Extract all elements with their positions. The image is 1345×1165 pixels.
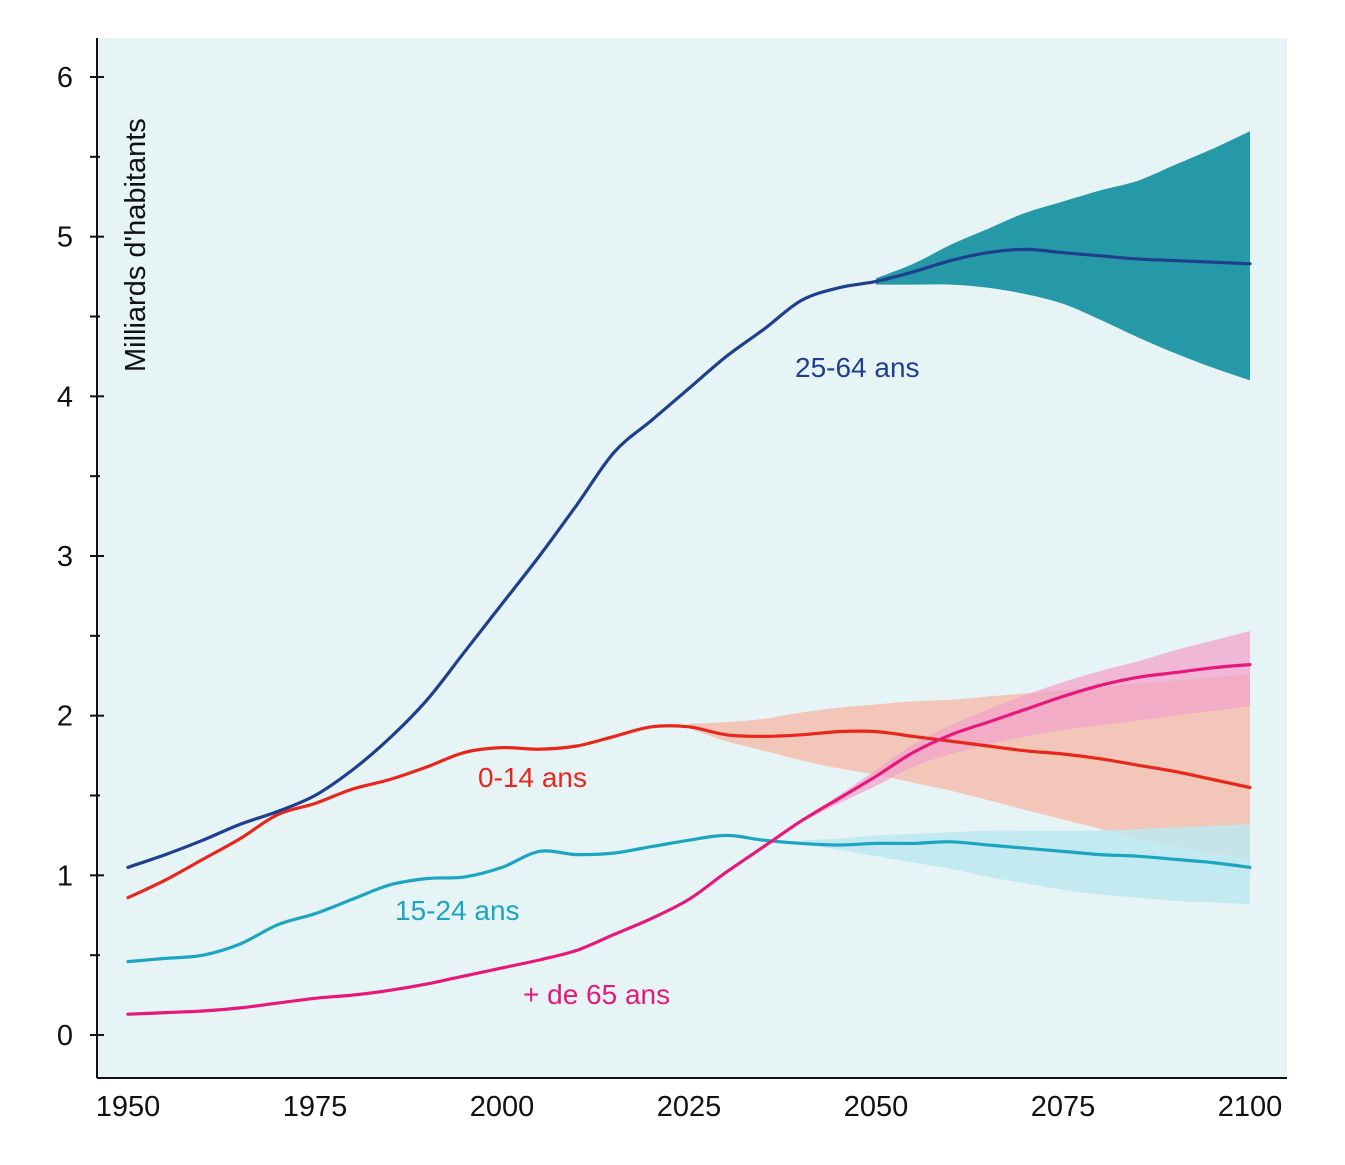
line-0-14-ans xyxy=(126,724,1252,900)
y-axis-label: Milliards d'habitants xyxy=(120,118,152,372)
line-de-65-ans xyxy=(126,663,1252,1016)
x-tick-label: 2100 xyxy=(1218,1091,1283,1123)
y-ticks: 0 1 2 3 4 5 6 xyxy=(57,62,104,1052)
y-tick-label: 2 xyxy=(57,701,73,733)
label-65: + de 65 ans xyxy=(523,979,670,1010)
line-25-64-ans xyxy=(126,247,1252,869)
label-15-24: 15-24 ans xyxy=(395,895,520,926)
y-tick-label: 4 xyxy=(57,381,73,413)
x-tick-label: 2025 xyxy=(657,1091,722,1123)
x-tick-label: 2000 xyxy=(470,1091,535,1123)
y-tick-label: 6 xyxy=(57,62,73,94)
y-tick-label: 1 xyxy=(57,860,73,892)
x-ticks: 1950 1975 2000 2025 2050 2075 2100 xyxy=(96,1091,1283,1123)
x-tick-label: 2075 xyxy=(1031,1091,1096,1123)
y-tick-label: 0 xyxy=(57,1020,73,1052)
line-15-24-ans xyxy=(126,833,1252,964)
y-tick-label: 5 xyxy=(57,222,73,254)
x-tick-label: 2050 xyxy=(844,1091,909,1123)
band-25-64-ans xyxy=(876,131,1250,381)
y-tick-label: 3 xyxy=(57,541,73,573)
x-tick-label: 1975 xyxy=(283,1091,348,1123)
series-lines xyxy=(126,247,1252,1016)
axes xyxy=(96,38,1287,1079)
label-25-64: 25-64 ans xyxy=(795,352,920,383)
label-0-14: 0-14 ans xyxy=(478,762,587,793)
x-tick-label: 1950 xyxy=(96,1091,161,1123)
